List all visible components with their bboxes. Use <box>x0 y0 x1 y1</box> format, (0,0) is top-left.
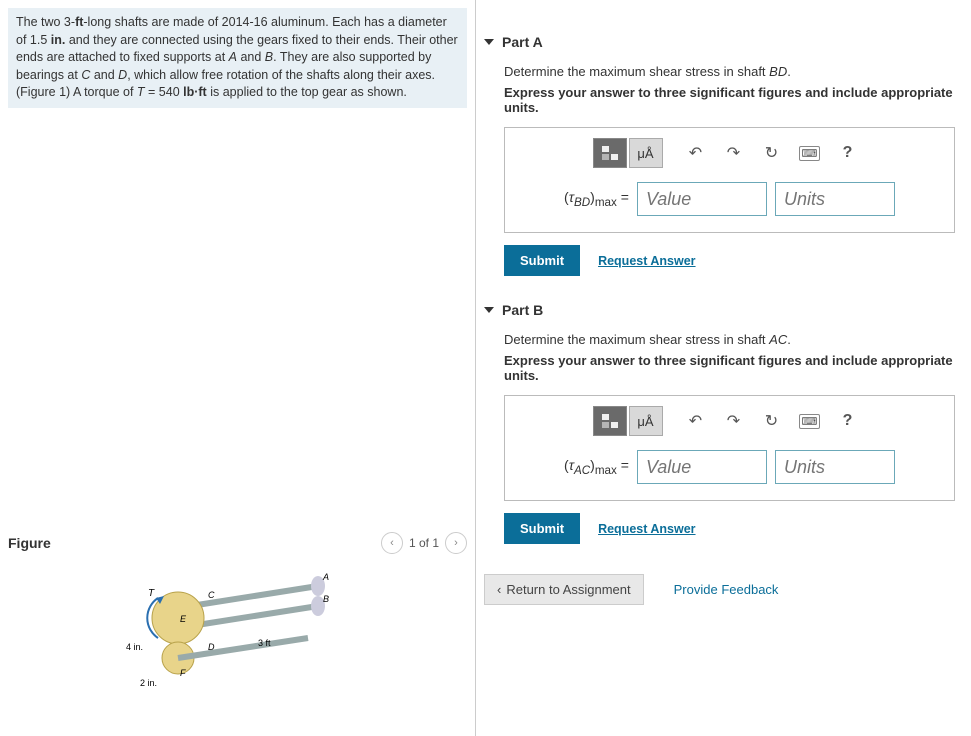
equation-label: (τAC)max = <box>564 457 629 477</box>
value-input[interactable] <box>637 182 767 216</box>
part-instruction-units: Express your answer to three significant… <box>504 353 955 383</box>
redo-icon[interactable]: ↷ <box>719 406 749 436</box>
reset-icon[interactable]: ↻ <box>757 406 787 436</box>
value-input[interactable] <box>637 450 767 484</box>
svg-text:4 in.: 4 in. <box>126 642 143 652</box>
figure-prev-button[interactable]: ‹ <box>381 532 403 554</box>
return-label: Return to Assignment <box>506 582 630 597</box>
units-tool-button[interactable]: μÅ <box>629 138 663 168</box>
units-input[interactable] <box>775 182 895 216</box>
caret-down-icon <box>484 39 494 45</box>
svg-text:F: F <box>180 668 186 678</box>
answer-box: μÅ ↶ ↷ ↻ ⌨ ? (τBD)max = <box>504 127 955 233</box>
part-title: Part B <box>502 302 543 318</box>
svg-text:2 in.: 2 in. <box>140 678 157 688</box>
figure-counter: 1 of 1 <box>409 536 439 550</box>
svg-text:E: E <box>180 614 187 624</box>
submit-button[interactable]: Submit <box>504 245 580 276</box>
chevron-left-icon: ‹ <box>497 582 501 597</box>
part-header[interactable]: Part B <box>484 296 955 324</box>
request-answer-link[interactable]: Request Answer <box>598 254 695 268</box>
template-tool-button[interactable] <box>593 138 627 168</box>
help-icon[interactable]: ? <box>833 138 863 168</box>
help-icon[interactable]: ? <box>833 406 863 436</box>
svg-text:B: B <box>323 594 329 604</box>
equation-label: (τBD)max = <box>564 189 629 209</box>
part-title: Part A <box>502 34 543 50</box>
figure-next-button[interactable]: › <box>445 532 467 554</box>
request-answer-link[interactable]: Request Answer <box>598 522 695 536</box>
part-instruction: Determine the maximum shear stress in sh… <box>504 64 955 79</box>
svg-text:A: A <box>322 572 329 582</box>
units-tool-button[interactable]: μÅ <box>629 406 663 436</box>
submit-button[interactable]: Submit <box>504 513 580 544</box>
part-header[interactable]: Part A <box>484 28 955 56</box>
svg-text:C: C <box>208 590 215 600</box>
template-tool-button[interactable] <box>593 406 627 436</box>
part-instruction-units: Express your answer to three significant… <box>504 85 955 115</box>
undo-icon[interactable]: ↶ <box>681 138 711 168</box>
keyboard-icon[interactable]: ⌨ <box>795 406 825 436</box>
figure-image: T A B C D E F 3 ft 4 in. 2 in. <box>108 568 368 718</box>
svg-text:3 ft: 3 ft <box>258 638 271 648</box>
part-instruction: Determine the maximum shear stress in sh… <box>504 332 955 347</box>
undo-icon[interactable]: ↶ <box>681 406 711 436</box>
figure-title: Figure <box>8 535 51 551</box>
redo-icon[interactable]: ↷ <box>719 138 749 168</box>
problem-statement: The two 3-ft-long shafts are made of 201… <box>8 8 467 108</box>
units-input[interactable] <box>775 450 895 484</box>
svg-text:T: T <box>148 588 155 599</box>
caret-down-icon <box>484 307 494 313</box>
return-to-assignment-button[interactable]: ‹ Return to Assignment <box>484 574 644 605</box>
provide-feedback-link[interactable]: Provide Feedback <box>674 582 779 597</box>
reset-icon[interactable]: ↻ <box>757 138 787 168</box>
answer-box: μÅ ↶ ↷ ↻ ⌨ ? (τAC)max = <box>504 395 955 501</box>
svg-text:D: D <box>208 642 215 652</box>
keyboard-icon[interactable]: ⌨ <box>795 138 825 168</box>
